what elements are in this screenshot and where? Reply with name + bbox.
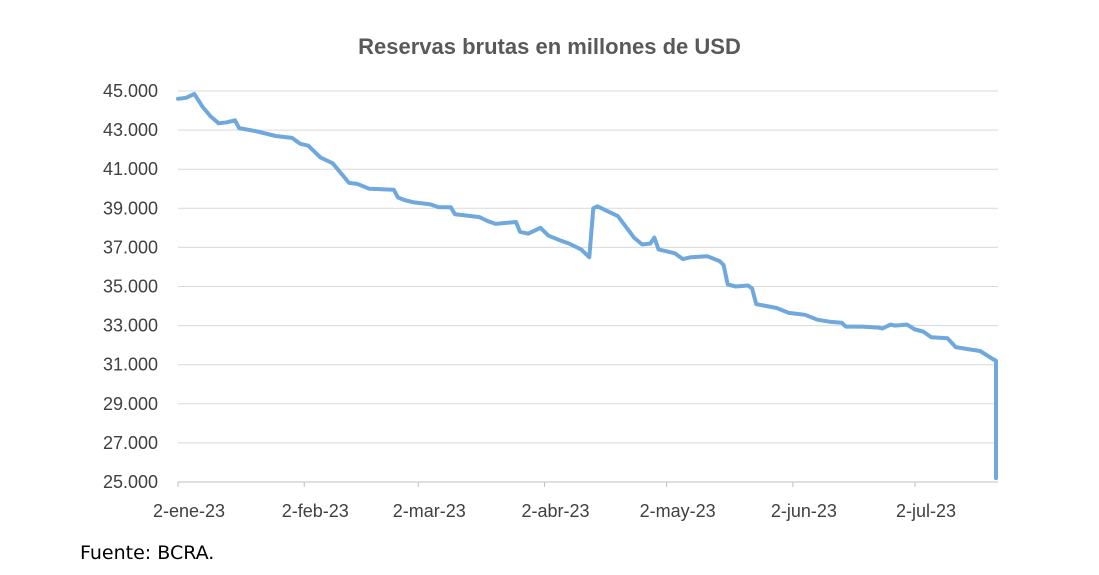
chart-title: Reservas brutas en millones de USD (358, 34, 741, 59)
chart-plot: 25.000 27.000 29.000 31.000 33.000 35.000 37.0… (103, 81, 998, 521)
y-tick-label: 39.000 (103, 198, 158, 218)
y-tick-label: 31.000 (103, 355, 158, 375)
x-tick-label: 2-abr-23 (521, 501, 589, 521)
y-tick-label: 25.000 (103, 472, 158, 492)
y-tick-label: 41.000 (103, 159, 158, 179)
source-note: Fuente: BCRA. (80, 542, 215, 564)
x-tick-label: 2-ene-23 (153, 501, 225, 521)
x-tick-label: 2-jul-23 (896, 501, 956, 521)
y-tick-label: 37.000 (103, 237, 158, 257)
y-tick-label: 29.000 (103, 394, 158, 414)
x-tick-label: 2-may-23 (640, 501, 716, 521)
y-tick-label: 27.000 (103, 433, 158, 453)
x-tick-label: 2-mar-23 (393, 501, 466, 521)
chart-container: Reservas brutas en millones de USD 25.00… (103, 34, 998, 521)
y-tick-label: 43.000 (103, 120, 158, 140)
y-tick-label: 35.000 (103, 277, 158, 297)
y-tick-label: 33.000 (103, 316, 158, 336)
series-line-0 (176, 91, 998, 481)
y-tick-label: 45.000 (103, 81, 158, 101)
x-tick-label: 2-jun-23 (771, 501, 837, 521)
x-tick-label: 2-feb-23 (282, 501, 349, 521)
